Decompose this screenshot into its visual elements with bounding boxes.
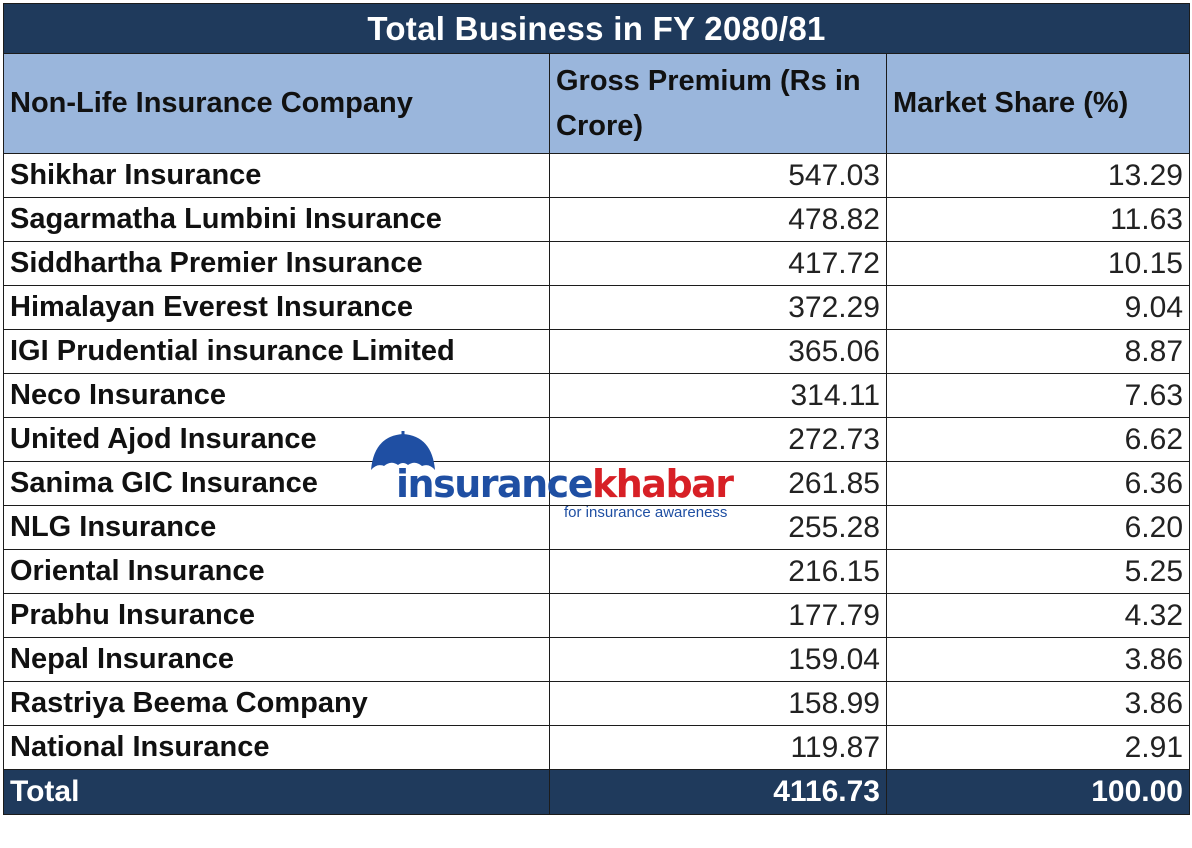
- gross-premium: 159.04: [549, 637, 887, 682]
- table-row: National Insurance 119.87 2.91: [3, 725, 1190, 770]
- market-share: 9.04: [886, 285, 1190, 330]
- header-market-share: Market Share (%): [886, 53, 1190, 154]
- table-row: Neco Insurance 314.11 7.63: [3, 373, 1190, 418]
- gross-premium: 216.15: [549, 549, 887, 594]
- company-name: National Insurance: [3, 725, 550, 770]
- market-share: 3.86: [886, 637, 1190, 682]
- gross-premium: 158.99: [549, 681, 887, 726]
- title-row: Total Business in FY 2080/81: [3, 3, 1190, 54]
- business-table: Total Business in FY 2080/81 Non-Life In…: [3, 3, 1190, 815]
- market-share: 11.63: [886, 197, 1190, 242]
- company-name: Himalayan Everest Insurance: [3, 285, 550, 330]
- market-share: 3.86: [886, 681, 1190, 726]
- market-share: 2.91: [886, 725, 1190, 770]
- market-share: 4.32: [886, 593, 1190, 638]
- company-name: Shikhar Insurance: [3, 153, 550, 198]
- gross-premium: 261.85: [549, 461, 887, 506]
- header-company: Non-Life Insurance Company: [3, 53, 550, 154]
- header-gross-premium: Gross Premium (Rs in Crore): [549, 53, 887, 154]
- table-row: Siddhartha Premier Insurance 417.72 10.1…: [3, 241, 1190, 286]
- gross-premium: 365.06: [549, 329, 887, 374]
- company-name: Oriental Insurance: [3, 549, 550, 594]
- market-share: 10.15: [886, 241, 1190, 286]
- company-name: IGI Prudential insurance Limited: [3, 329, 550, 374]
- company-name: Nepal Insurance: [3, 637, 550, 682]
- table-row: Sagarmatha Lumbini Insurance 478.82 11.6…: [3, 197, 1190, 242]
- table-row: IGI Prudential insurance Limited 365.06 …: [3, 329, 1190, 374]
- gross-premium: 314.11: [549, 373, 887, 418]
- company-name: United Ajod Insurance: [3, 417, 550, 462]
- market-share: 6.20: [886, 505, 1190, 550]
- table-row: NLG Insurance 255.28 6.20: [3, 505, 1190, 550]
- gross-premium: 417.72: [549, 241, 887, 286]
- gross-premium: 255.28: [549, 505, 887, 550]
- company-name: Sanima GIC Insurance: [3, 461, 550, 506]
- table-row: Prabhu Insurance 177.79 4.32: [3, 593, 1190, 638]
- total-gross-premium: 4116.73: [549, 769, 887, 815]
- gross-premium: 119.87: [549, 725, 887, 770]
- header-row: Non-Life Insurance Company Gross Premium…: [3, 53, 1190, 154]
- table-title: Total Business in FY 2080/81: [3, 3, 1190, 54]
- market-share: 5.25: [886, 549, 1190, 594]
- total-row: Total 4116.73 100.00: [3, 769, 1190, 815]
- table-row: Himalayan Everest Insurance 372.29 9.04: [3, 285, 1190, 330]
- company-name: Rastriya Beema Company: [3, 681, 550, 726]
- table-row: Shikhar Insurance 547.03 13.29: [3, 153, 1190, 198]
- table-row: Rastriya Beema Company 158.99 3.86: [3, 681, 1190, 726]
- table-row: Oriental Insurance 216.15 5.25: [3, 549, 1190, 594]
- total-label: Total: [3, 769, 550, 815]
- company-name: Siddhartha Premier Insurance: [3, 241, 550, 286]
- table-row: Sanima GIC Insurance 261.85 6.36: [3, 461, 1190, 506]
- market-share: 13.29: [886, 153, 1190, 198]
- market-share: 8.87: [886, 329, 1190, 374]
- market-share: 6.62: [886, 417, 1190, 462]
- company-name: Neco Insurance: [3, 373, 550, 418]
- gross-premium: 272.73: [549, 417, 887, 462]
- market-share: 6.36: [886, 461, 1190, 506]
- company-name: NLG Insurance: [3, 505, 550, 550]
- gross-premium: 177.79: [549, 593, 887, 638]
- gross-premium: 372.29: [549, 285, 887, 330]
- market-share: 7.63: [886, 373, 1190, 418]
- company-name: Sagarmatha Lumbini Insurance: [3, 197, 550, 242]
- company-name: Prabhu Insurance: [3, 593, 550, 638]
- gross-premium: 547.03: [549, 153, 887, 198]
- total-market-share: 100.00: [886, 769, 1190, 815]
- gross-premium: 478.82: [549, 197, 887, 242]
- table-row: United Ajod Insurance 272.73 6.62: [3, 417, 1190, 462]
- table-row: Nepal Insurance 159.04 3.86: [3, 637, 1190, 682]
